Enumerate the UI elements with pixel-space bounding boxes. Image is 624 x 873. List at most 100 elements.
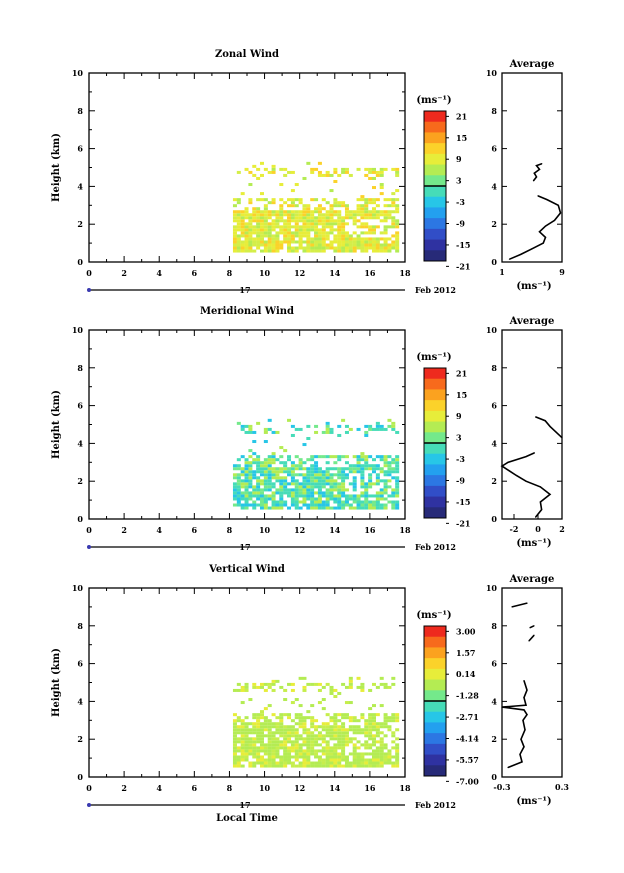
average-point xyxy=(521,761,523,763)
heatmap-cell xyxy=(294,467,299,471)
colorbar-label: -21 xyxy=(456,261,470,271)
heatmap-cell xyxy=(248,201,253,205)
heatmap-cell xyxy=(310,497,315,501)
heatmap-cell xyxy=(337,497,342,501)
heatmap-cell xyxy=(275,749,280,753)
heatmap-cell xyxy=(325,752,330,756)
heatmap-cell xyxy=(232,225,237,229)
heatmap-cell xyxy=(337,503,342,507)
heatmap-cell xyxy=(395,755,400,759)
heatmap-cell xyxy=(267,210,272,214)
heatmap-cell xyxy=(306,682,311,686)
heatmap-cell xyxy=(298,219,303,223)
x-tick-label: 8 xyxy=(227,525,233,535)
average-y-tick-label: 6 xyxy=(491,659,497,669)
heatmap-cell xyxy=(337,755,342,759)
heatmap-cell xyxy=(333,246,338,250)
colorbar-segment xyxy=(424,143,446,155)
heatmap-cell xyxy=(256,731,261,735)
heatmap-cell xyxy=(314,207,319,211)
heatmap-cell xyxy=(310,479,315,483)
heatmap-cell xyxy=(348,210,353,214)
heatmap-cell xyxy=(263,430,268,434)
heatmap-cell xyxy=(329,688,334,692)
heatmap-cell xyxy=(232,204,237,208)
y-tick-label: 4 xyxy=(77,696,83,706)
heatmap-cell xyxy=(244,494,249,498)
heatmap-cell xyxy=(314,234,319,238)
heatmap-cell xyxy=(302,758,307,762)
heatmap-cell xyxy=(232,213,237,217)
heatmap-cell xyxy=(236,467,241,471)
heatmap-cell xyxy=(271,461,276,465)
heatmap-cell xyxy=(310,494,315,498)
heatmap-cell xyxy=(263,734,268,738)
heatmap-cell xyxy=(267,461,272,465)
heatmap-cell xyxy=(375,503,380,507)
heatmap-cell xyxy=(337,494,342,498)
heatmap-cell xyxy=(387,758,392,762)
colorbar-segment xyxy=(424,111,446,123)
heatmap-cell xyxy=(395,749,400,753)
heatmap-cell xyxy=(302,234,307,238)
heatmap-cell xyxy=(259,482,264,486)
heatmap-cell xyxy=(252,473,257,477)
average-x-label: (ms⁻¹) xyxy=(516,538,551,549)
heatmap-cell xyxy=(371,506,376,510)
heatmap-cell xyxy=(325,473,330,477)
heatmap-cell xyxy=(267,476,272,480)
colorbar-segment xyxy=(424,196,446,208)
heatmap-cell xyxy=(271,688,276,692)
heatmap-cell xyxy=(379,192,384,196)
heatmap-cell xyxy=(314,228,319,232)
heatmap-cell xyxy=(391,755,396,759)
heatmap-cell xyxy=(337,728,342,732)
heatmap-cell xyxy=(287,725,292,729)
average-point xyxy=(542,242,544,244)
average-point xyxy=(519,753,521,755)
heatmap-cell xyxy=(232,491,237,495)
heatmap-cell xyxy=(375,506,380,510)
heatmap-cell xyxy=(244,503,249,507)
heatmap-cell xyxy=(248,503,253,507)
heatmap-cell xyxy=(271,240,276,244)
heatmap-cell xyxy=(310,458,315,462)
heatmap-cell xyxy=(294,506,299,510)
heatmap-cell xyxy=(232,216,237,220)
heatmap-cell xyxy=(356,246,361,250)
heatmap-cell xyxy=(325,722,330,726)
average-frame xyxy=(501,329,563,520)
heatmap-cell xyxy=(391,424,396,428)
heatmap-cell xyxy=(240,737,245,741)
heatmap-cell xyxy=(244,464,249,468)
heatmap-cell xyxy=(236,740,241,744)
heatmap-cell xyxy=(379,249,384,253)
heatmap-cell xyxy=(287,219,292,223)
heatmap-cell xyxy=(259,222,264,226)
heatmap-cell xyxy=(248,494,253,498)
heatmap-cell xyxy=(391,503,396,507)
y-tick-label: 10 xyxy=(72,68,84,78)
average-point xyxy=(538,168,541,170)
heatmap-cell xyxy=(360,506,365,510)
heatmap-cell xyxy=(333,752,338,756)
heatmap-cell xyxy=(240,764,245,768)
heatmap-cell xyxy=(244,485,249,489)
heatmap-cell xyxy=(263,707,268,711)
heatmap-cell xyxy=(364,743,369,747)
average-point xyxy=(535,176,538,178)
heatmap-cell xyxy=(290,728,295,732)
heatmap-cell xyxy=(294,752,299,756)
heatmap-cell xyxy=(360,728,365,732)
heatmap-cell xyxy=(263,485,268,489)
heatmap-cell xyxy=(283,746,288,750)
heatmap-cell xyxy=(383,485,388,489)
heatmap-cell xyxy=(302,722,307,726)
average-point xyxy=(523,746,525,748)
heatmap-cell xyxy=(333,688,338,692)
heatmap-cell xyxy=(348,725,353,729)
y-axis-label: Height (km) xyxy=(51,390,62,459)
heatmap-cell xyxy=(383,225,388,229)
heatmap-cell xyxy=(275,679,280,683)
heatmap-cell xyxy=(302,219,307,223)
